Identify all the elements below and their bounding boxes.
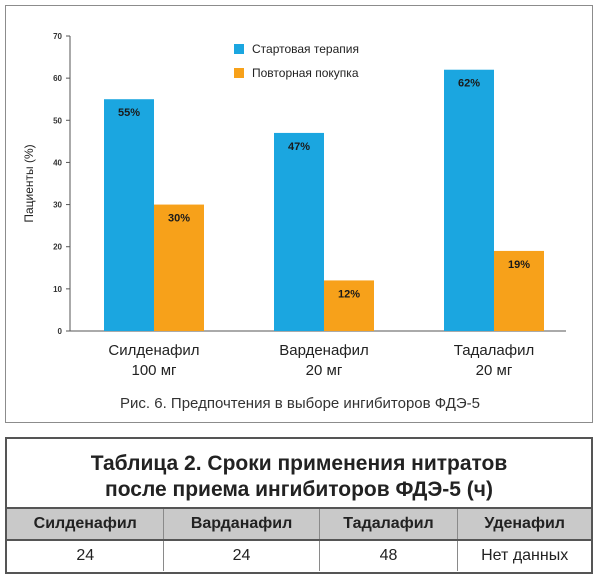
- legend-label: Повторная покупка: [252, 66, 359, 80]
- table-cell: Нет данных: [457, 540, 591, 571]
- x-tick-label: 100 мг: [132, 362, 178, 379]
- bar: [494, 250, 544, 331]
- x-tick-label: 20 мг: [306, 362, 343, 379]
- bar-data-label: 12%: [338, 288, 360, 300]
- figure-panel: 0 10 20 30 40 50 60 70 Пациенты (%) 55% 30% Силдена…: [5, 5, 593, 423]
- bar-data-label: 19%: [508, 259, 530, 271]
- legend-swatch: [234, 44, 244, 54]
- bar: [154, 204, 204, 331]
- table-header-cell: Варданафил: [163, 507, 320, 541]
- legend-label: Стартовая терапия: [252, 42, 359, 56]
- figure-caption: Рис. 6. Предпочтения в выборе ингибиторо…: [120, 395, 480, 412]
- bar: [444, 69, 494, 331]
- y-tick-label: 40: [53, 158, 62, 167]
- y-tick-label: 70: [53, 32, 62, 41]
- table-header-cell: Уденафил: [457, 507, 591, 541]
- x-tick-label: 20 мг: [476, 362, 513, 379]
- table-cell: 24: [7, 540, 165, 571]
- table-cell: 24: [163, 540, 320, 571]
- bar-data-label: 55%: [118, 107, 140, 119]
- table-header-cell: Тадалафил: [318, 507, 459, 541]
- x-tick-label: Силденафил: [108, 342, 199, 359]
- y-axis-title: Пациенты (%): [22, 144, 36, 222]
- bar-data-label: 62%: [458, 78, 480, 90]
- bar-data-label: 47%: [288, 141, 310, 153]
- table-header-cell: Силденафил: [7, 507, 165, 541]
- y-tick-label: 10: [53, 285, 62, 294]
- y-tick-label: 20: [53, 243, 62, 252]
- x-tick-label: Варденафил: [279, 342, 369, 359]
- legend-swatch: [234, 68, 244, 78]
- table-cell: 48: [318, 540, 459, 571]
- nitrates-table-panel: Таблица 2. Сроки применения нитратов пос…: [5, 437, 593, 574]
- y-tick-label: 30: [53, 201, 62, 210]
- y-tick-label: 50: [53, 116, 62, 125]
- bar: [104, 99, 154, 331]
- table-title: Таблица 2. Сроки применения нитратов пос…: [7, 439, 591, 503]
- y-tick-label: 60: [53, 74, 62, 83]
- table-title-line-1: Таблица 2. Сроки применения нитратов: [90, 452, 508, 475]
- table-row: 24 24 48 Нет данных: [7, 540, 591, 571]
- y-tick-label: 0: [58, 327, 63, 336]
- table-title-line-2: после приема ингибиторов ФДЭ-5 (ч): [105, 478, 493, 501]
- table-header-row: Силденафил Варданафил Тадалафил Уденафил: [7, 507, 591, 541]
- nitrates-table: Силденафил Варданафил Тадалафил Уденафил…: [7, 507, 591, 571]
- x-tick-label: Тадалафил: [454, 342, 535, 359]
- bar: [274, 132, 324, 331]
- bar-chart: 0 10 20 30 40 50 60 70 Пациенты (%) 55% 30% Силдена…: [22, 32, 566, 379]
- bar-data-label: 30%: [168, 213, 190, 225]
- bar: [324, 280, 374, 331]
